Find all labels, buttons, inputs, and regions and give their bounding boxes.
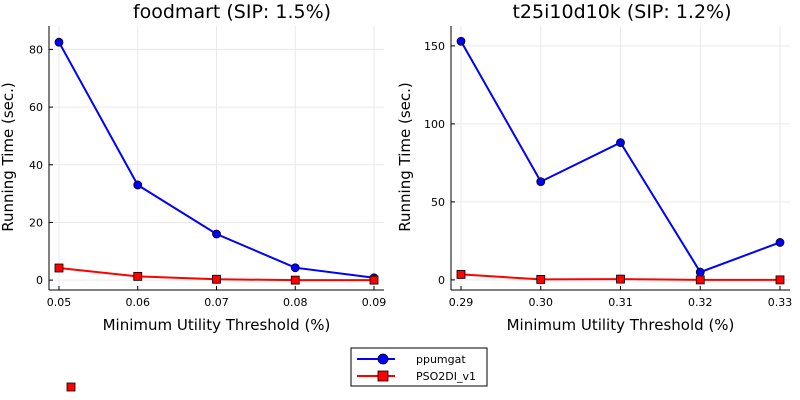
y-tick-label: 80: [29, 43, 43, 56]
chart-title: t25i10d10k (SIP: 1.2%): [512, 1, 731, 23]
legend-marker: [377, 370, 389, 382]
y-tick-label: 0: [36, 274, 43, 287]
y-tick-label: 40: [29, 159, 43, 172]
data-point-ppumgat: [536, 177, 546, 187]
chart-panel-1: 0.05 0.06 0.07 0.08 0.09 0 20 40 60 80 foodmart (S…: [0, 1, 386, 334]
y-tick-label: 20: [29, 216, 43, 229]
data-point-PSO2DI_v1: [290, 275, 300, 285]
x-tick-label: 0.09: [362, 296, 387, 309]
stray-square-marker: [66, 382, 76, 392]
x-tick-label: 0.07: [204, 296, 229, 309]
data-point-ppumgat: [290, 263, 300, 273]
y-tick-label: 0: [438, 274, 445, 287]
x-tick-label: 0.33: [768, 296, 793, 309]
legend-label: PSO2DI_v1: [416, 370, 476, 383]
data-point-ppumgat: [456, 36, 466, 46]
data-point-ppumgat: [695, 267, 705, 277]
data-point-PSO2DI_v1: [54, 263, 64, 273]
data-point-ppumgat: [775, 238, 785, 247]
y-axis-label: Running Time (sec.): [396, 82, 414, 231]
data-point-PSO2DI_v1: [616, 274, 625, 284]
chart-panel-2: 0.29 0.30 0.31 0.32 0.33 0 50 100 150 t25i10d10k …: [396, 1, 792, 334]
x-tick-label: 0.08: [283, 296, 308, 309]
x-tick-label: 0.29: [449, 296, 474, 309]
data-point-PSO2DI_v1: [369, 275, 379, 285]
data-point-ppumgat: [133, 180, 143, 190]
data-point-PSO2DI_v1: [695, 275, 705, 285]
y-tick-label: 50: [431, 196, 445, 209]
data-point-PSO2DI_v1: [456, 270, 466, 279]
data-point-PSO2DI_v1: [133, 271, 143, 281]
x-tick-label: 0.32: [688, 296, 713, 309]
data-point-ppumgat: [54, 37, 64, 47]
y-tick-label: 60: [29, 101, 43, 114]
x-tick-label: 0.06: [126, 296, 151, 309]
data-point-PSO2DI_v1: [536, 275, 546, 284]
data-point-PSO2DI_v1: [212, 274, 221, 284]
x-axis-label: Minimum Utility Threshold (%): [103, 316, 331, 334]
x-axis-label: Minimum Utility Threshold (%): [507, 316, 735, 334]
chart-title: foodmart (SIP: 1.5%): [133, 1, 331, 23]
legend-box: [350, 347, 488, 387]
legend-marker: [377, 353, 389, 365]
data-point-ppumgat: [212, 229, 221, 239]
data-point-PSO2DI_v1: [775, 275, 785, 285]
legend: ppumgat PSO2DI_v1: [350, 347, 488, 387]
y-axis-label: Running Time (sec.): [0, 82, 17, 231]
x-tick-label: 0.05: [47, 296, 72, 309]
data-point-ppumgat: [616, 138, 625, 148]
x-tick-label: 0.31: [608, 296, 633, 309]
y-tick-label: 150: [424, 40, 445, 53]
x-tick-label: 0.30: [529, 296, 554, 309]
y-tick-label: 100: [424, 118, 445, 131]
legend-label: ppumgat: [416, 353, 466, 366]
